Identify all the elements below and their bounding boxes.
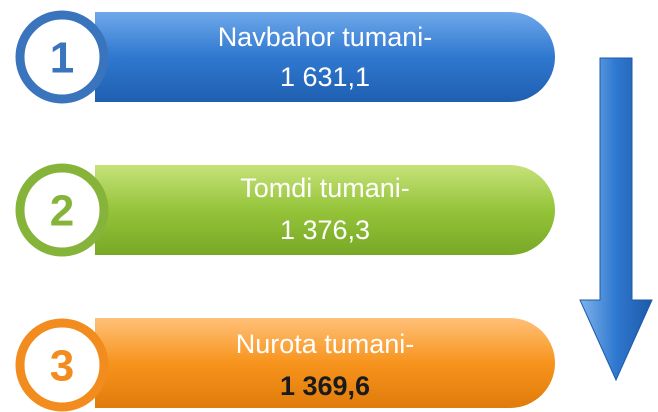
value: 1 369,6	[280, 371, 370, 401]
item-3: 3 Nurota tumani- 1 369,6	[15, 318, 555, 412]
name: Tomdi tumani-	[240, 173, 410, 203]
item-2: 2 Tomdi tumani- 1 376,3	[15, 163, 555, 257]
badge	[15, 318, 109, 412]
item-1: 1 Navbahor tumani- 1 631,1	[15, 10, 555, 104]
value: 1 631,1	[280, 62, 370, 92]
badge	[15, 10, 109, 104]
rank: 2	[50, 187, 74, 236]
pill	[95, 318, 555, 408]
value: 1 376,3	[280, 215, 370, 245]
name: Nurota tumani-	[236, 329, 415, 359]
pill	[95, 12, 555, 102]
name: Navbahor tumani-	[218, 22, 433, 52]
badge	[15, 163, 109, 257]
rank: 3	[50, 342, 74, 391]
rank: 1	[50, 34, 74, 83]
pill	[95, 165, 555, 255]
down-arrow	[579, 57, 653, 382]
